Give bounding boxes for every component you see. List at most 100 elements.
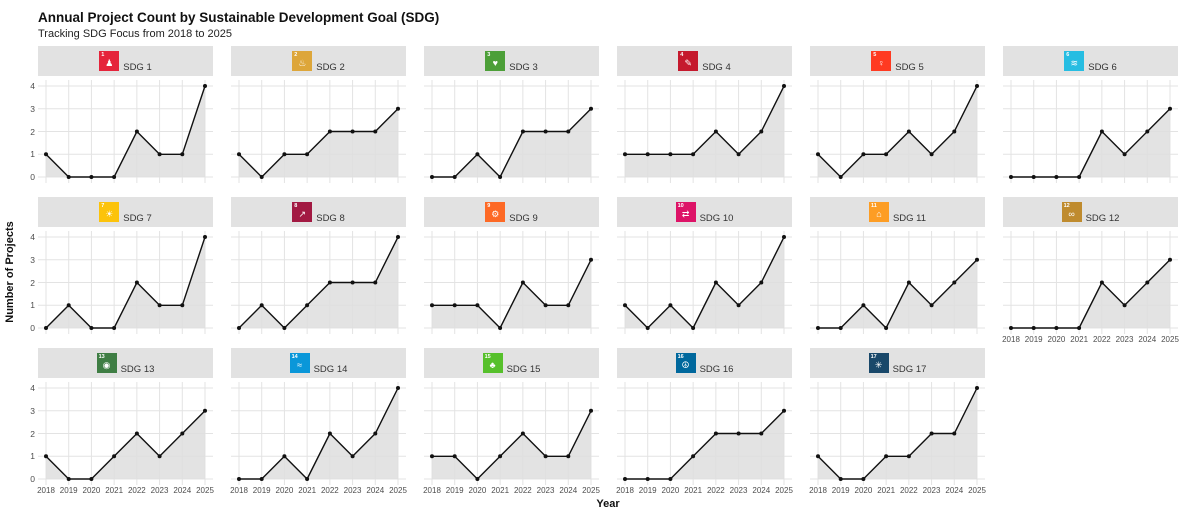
plot-area — [810, 231, 985, 334]
area-line-chart — [810, 80, 985, 183]
area-line-chart — [424, 231, 599, 334]
x-tick-label: 2022 — [127, 486, 146, 495]
sdg-14-icon: 14 ≈ — [289, 353, 310, 373]
x-axis-row: 2018 2019 2020 2021 2022 2023 2024 2025 — [230, 485, 407, 499]
y-tick-label: 2 — [30, 277, 35, 288]
facet-panel-sdg-13: 13 ◉ SDG 13 0 1 2 3 4 2018 2019 2020 2021 2022 2023 20… — [30, 348, 214, 499]
sdg-icon-number: 15 — [484, 354, 491, 360]
x-tick-label: 2019 — [59, 486, 78, 495]
y-tick-label: 0 — [30, 474, 35, 484]
x-tick-label: 2022 — [320, 486, 339, 495]
sdg-icon-glyph: ⌂ — [876, 209, 882, 219]
x-tick-label: 2022 — [1092, 335, 1111, 344]
x-axis-row — [424, 334, 599, 348]
sdg-11-icon: 11 ⌂ — [868, 202, 889, 222]
facet-strip: 5 ♀ SDG 5 — [810, 46, 985, 76]
facet-panel-sdg-12: 12 ∞ SDG 12 2018 2019 2020 2021 2022 2023 2024 202… — [1002, 197, 1179, 348]
area-line-chart — [810, 231, 985, 334]
sdg-9-icon: 9 ⚙ — [485, 202, 506, 222]
x-tick-label: 2018 — [230, 486, 248, 495]
sdg-10-icon: 10 ⇄ — [675, 202, 696, 222]
x-axis-row — [38, 334, 213, 348]
area-line-chart — [38, 231, 213, 334]
facet-panel-sdg-8: 8 ↗ SDG 8 — [231, 197, 406, 348]
x-tick-label: 2019 — [831, 486, 850, 495]
sdg-icon-number: 5 — [873, 52, 877, 58]
y-tick-label: 4 — [30, 81, 35, 91]
x-tick-label: 2019 — [445, 486, 464, 495]
area-line-chart — [231, 80, 406, 183]
sdg-icon-glyph: ⚙ — [491, 209, 500, 219]
x-axis-row — [38, 183, 213, 197]
x-tick-label: 2020 — [82, 486, 101, 495]
sdg-icon-glyph: ⇄ — [681, 209, 690, 219]
y-tick-label: 3 — [30, 405, 35, 416]
area-line-chart — [1003, 80, 1178, 183]
x-tick-label: 2021 — [1070, 335, 1089, 344]
x-axis-row: 2018 2019 2020 2021 2022 2023 2024 2025 — [809, 485, 986, 499]
x-tick-label: 2019 — [1024, 335, 1043, 344]
facet-strip: 17 ✳ SDG 17 — [810, 348, 985, 378]
plot-area — [1003, 80, 1178, 183]
facet-strip: 4 ✎ SDG 4 — [617, 46, 792, 76]
x-axis-row: 2018 2019 2020 2021 2022 2023 2024 2025 — [423, 485, 600, 499]
plot-area — [231, 382, 406, 485]
x-tick-label: 2018 — [1002, 335, 1020, 344]
area-line-chart — [617, 382, 792, 485]
facet-strip: 2 ♨ SDG 2 — [231, 46, 406, 76]
facet-strip: 15 ♣ SDG 15 — [424, 348, 599, 378]
sdg-icon-glyph: ↗ — [298, 209, 306, 219]
plot-area — [617, 231, 792, 334]
x-tick-label: 2024 — [559, 486, 578, 495]
facet-strip: 7 ☀ SDG 7 — [38, 197, 213, 227]
facet-panel-sdg-6: 6 ≋ SDG 6 — [1003, 46, 1178, 197]
sdg-icon-glyph: ≋ — [1070, 58, 1078, 68]
y-tick-label: 4 — [30, 232, 35, 242]
sdg-icon-glyph: ♟ — [105, 58, 114, 68]
facet-panel-sdg-9: 9 ⚙ SDG 9 — [424, 197, 599, 348]
sdg-3-icon: 3 ♥ — [485, 51, 506, 71]
facet-strip: 6 ≋ SDG 6 — [1003, 46, 1178, 76]
sdg-icon-glyph: ◉ — [102, 360, 111, 370]
facet-panel-sdg-3: 3 ♥ SDG 3 — [424, 46, 599, 197]
x-tick-label: 2023 — [729, 486, 748, 495]
x-tick-label: 2018 — [616, 486, 634, 495]
area-line-chart — [1003, 231, 1178, 334]
x-tick-label: 2024 — [173, 486, 192, 495]
sdg-icon-number: 12 — [1063, 203, 1070, 209]
sdg-12-icon: 12 ∞ — [1061, 202, 1082, 222]
x-axis-row — [231, 183, 406, 197]
area-line-chart — [231, 231, 406, 334]
sdg-6-icon: 6 ≋ — [1064, 51, 1085, 71]
facet-label: SDG 13 — [120, 364, 155, 375]
x-axis-row: 2018 2019 2020 2021 2022 2023 2024 2025 — [1002, 334, 1179, 348]
plot-area — [1003, 231, 1178, 334]
sdg-icon-number: 17 — [870, 354, 877, 360]
facet-panel-sdg-17: 17 ✳ SDG 17 2018 2019 2020 2021 2022 2023 2024 202… — [809, 348, 986, 499]
facet-strip: 13 ◉ SDG 13 — [38, 348, 213, 378]
sdg-icon-number: 7 — [101, 203, 105, 209]
x-tick-label: 2021 — [105, 486, 124, 495]
plot-area: 0 1 2 3 4 — [30, 80, 213, 183]
facet-label: SDG 12 — [1085, 213, 1120, 224]
x-tick-label: 2020 — [661, 486, 680, 495]
sdg-4-icon: 4 ✎ — [678, 51, 699, 71]
y-tick-label: 4 — [30, 383, 35, 393]
x-tick-label: 2024 — [752, 486, 771, 495]
x-tick-label: 2023 — [150, 486, 169, 495]
sdg-5-icon: 5 ♀ — [871, 51, 892, 71]
sdg-16-icon: 16 ☮ — [675, 353, 696, 373]
facet-label: SDG 10 — [699, 213, 734, 224]
facet-label: SDG 3 — [509, 62, 538, 73]
plot-area — [424, 231, 599, 334]
sdg-icon-number: 4 — [680, 52, 684, 58]
facet-panel-sdg-10: 10 ⇄ SDG 10 — [617, 197, 792, 348]
facet-label: SDG 5 — [895, 62, 924, 73]
facet-panel-sdg-11: 11 ⌂ SDG 11 — [810, 197, 985, 348]
facet-grid: 1 ♟ SDG 1 0 1 2 3 4 2 ♨ SDG 2 3 ♥ SDG 3 4 ✎ SDG 4 5 ♀ SDG 5… — [30, 46, 1179, 499]
sdg-icon-number: 9 — [487, 203, 491, 209]
x-tick-label: 2020 — [854, 486, 873, 495]
facet-label: SDG 4 — [702, 62, 731, 73]
x-tick-label: 2022 — [899, 486, 918, 495]
